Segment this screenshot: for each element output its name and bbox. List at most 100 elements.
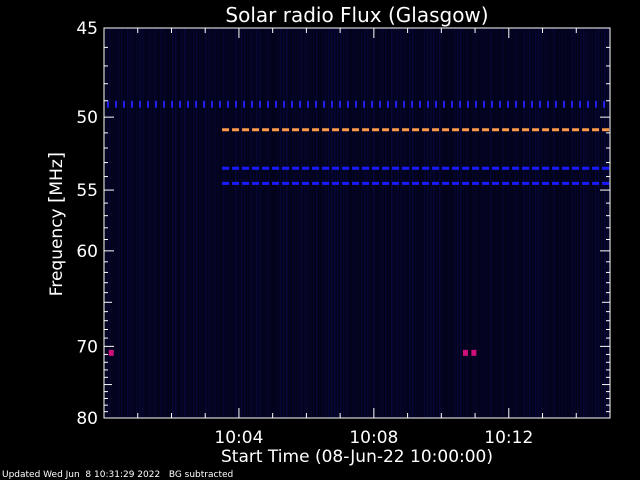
noise-streak (475, 28, 477, 418)
noise-streak (118, 28, 120, 418)
noise-streak (376, 28, 378, 418)
noise-streak (331, 28, 333, 418)
noise-streak (364, 28, 366, 418)
noise-streak (202, 28, 204, 418)
status-footer: Updated Wed Jun 8 10:31:29 2022 BG subtr… (2, 470, 233, 480)
emission-tick (371, 100, 373, 108)
noise-streak (514, 28, 516, 418)
noise-streak (367, 28, 369, 418)
emission-tick (571, 100, 573, 108)
emission-tick (507, 100, 509, 108)
noise-streak (316, 28, 318, 418)
updated-timestamp: Updated Wed Jun 8 10:31:29 2022 (2, 470, 161, 480)
noise-streak (124, 28, 126, 418)
y-tick-label: 70 (76, 337, 98, 357)
noise-streak (409, 28, 411, 418)
noise-streak (307, 28, 309, 418)
noise-streak (160, 28, 162, 418)
noise-streak (526, 28, 528, 418)
emission-tick (187, 100, 189, 108)
noise-streak (445, 28, 447, 418)
noise-streak (472, 28, 474, 418)
noise-streak (190, 28, 192, 418)
noise-streak (397, 28, 399, 418)
noise-streak (166, 28, 168, 418)
noise-streak (448, 28, 450, 418)
noise-streak (244, 28, 246, 418)
y-tick-label: 50 (76, 108, 98, 128)
emission-tick (427, 100, 429, 108)
noise-streak (154, 28, 156, 418)
noise-streak (400, 28, 402, 418)
emission-tick (451, 100, 453, 108)
noise-streak (148, 28, 150, 418)
emission-tick (131, 100, 133, 108)
noise-streak (211, 28, 213, 418)
noise-streak (256, 28, 258, 418)
emission-tick (275, 100, 277, 108)
x-tick-label: 10:04 (214, 428, 263, 448)
noise-streak (280, 28, 282, 418)
noise-streak (388, 28, 390, 418)
background-streaks (106, 28, 609, 418)
emission-tick (251, 100, 253, 108)
chart-title: Solar radio Flux (Glasgow) (225, 3, 488, 27)
noise-streak (532, 28, 534, 418)
noise-streak (301, 28, 303, 418)
plot-frame (103, 27, 611, 419)
emission-tick (147, 100, 149, 108)
emission-tick (547, 100, 549, 108)
emission-tick (323, 100, 325, 108)
noise-streak (328, 28, 330, 418)
noise-streak (385, 28, 387, 418)
noise-streak (538, 28, 540, 418)
noise-streak (199, 28, 201, 418)
emission-tick (539, 100, 541, 108)
noise-streak (172, 28, 174, 418)
noise-streak (490, 28, 492, 418)
noise-streak (391, 28, 393, 418)
y-tick-label: 60 (76, 242, 98, 262)
noise-streak (151, 28, 153, 418)
noise-streak (223, 28, 225, 418)
emission-tick (483, 100, 485, 108)
noise-streak (403, 28, 405, 418)
noise-streak (463, 28, 465, 418)
emission-tick (379, 100, 381, 108)
noise-streak (322, 28, 324, 418)
emission-spot (108, 349, 114, 356)
noise-streak (208, 28, 210, 418)
emission-tick (603, 100, 605, 108)
noise-streak (181, 28, 183, 418)
noise-streak (226, 28, 228, 418)
noise-streak (112, 28, 114, 418)
noise-streak (508, 28, 510, 418)
noise-streak (556, 28, 558, 418)
noise-streak (196, 28, 198, 418)
noise-streak (361, 28, 363, 418)
noise-streak (157, 28, 159, 418)
noise-streak (253, 28, 255, 418)
noise-streak (262, 28, 264, 418)
noise-streak (235, 28, 237, 418)
noise-streak (127, 28, 129, 418)
noise-streak (493, 28, 495, 418)
noise-streak (430, 28, 432, 418)
noise-streak (115, 28, 117, 418)
noise-streak (499, 28, 501, 418)
noise-streak (217, 28, 219, 418)
noise-streak (583, 28, 585, 418)
noise-streak (511, 28, 513, 418)
noise-streak (184, 28, 186, 418)
noise-streak (451, 28, 453, 418)
noise-streak (268, 28, 270, 418)
noise-streak (349, 28, 351, 418)
noise-streak (169, 28, 171, 418)
y-tick-label: 80 (76, 409, 98, 429)
noise-streak (520, 28, 522, 418)
noise-streak (259, 28, 261, 418)
y-axis-bracket-close: ] (45, 152, 67, 159)
y-axis-label: Frequency [MHz] (45, 152, 67, 296)
noise-streak (565, 28, 567, 418)
noise-streak (544, 28, 546, 418)
